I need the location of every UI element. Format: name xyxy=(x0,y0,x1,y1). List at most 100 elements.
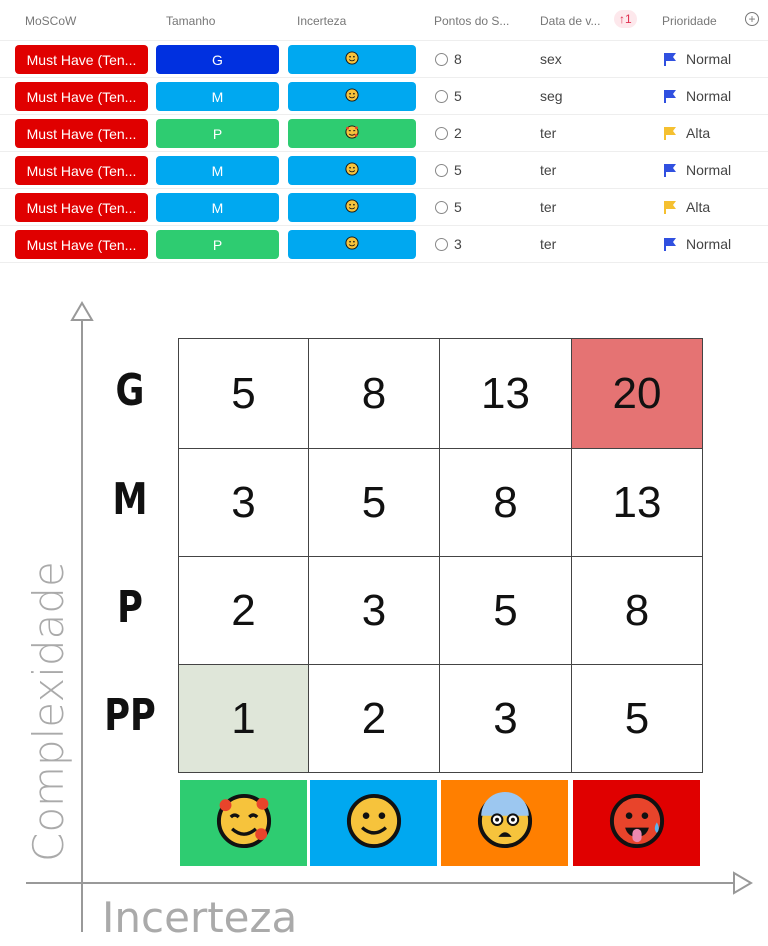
incerteza-tag[interactable] xyxy=(288,230,416,259)
date-value: ter xyxy=(540,236,557,252)
points-icon xyxy=(435,238,448,251)
points-value: 3 xyxy=(454,236,462,252)
matrix-cell: 5 xyxy=(439,556,572,665)
moscow-tag[interactable]: Must Have (Ten... xyxy=(15,45,148,74)
header-prioridade[interactable]: Prioridade xyxy=(662,14,717,28)
table-row[interactable]: Must Have (Ten... G 8 sex Normal xyxy=(0,41,768,78)
complexity-label: PP xyxy=(104,690,156,741)
incerteza-tag[interactable] xyxy=(288,193,416,222)
points-value: 2 xyxy=(454,125,462,141)
incerteza-tag[interactable] xyxy=(288,156,416,185)
points-value: 8 xyxy=(454,51,462,67)
header-divider xyxy=(0,40,768,41)
table-row[interactable]: Must Have (Ten... M 5 seg Normal xyxy=(0,78,768,115)
points-value: 5 xyxy=(454,162,462,178)
slightly-smiling-face-icon xyxy=(341,788,407,859)
smiling-face-with-hearts-icon xyxy=(344,124,360,143)
matrix-cell: 3 xyxy=(178,448,309,557)
date-value: ter xyxy=(540,199,557,215)
flag-icon xyxy=(664,53,676,66)
moscow-tag[interactable]: Must Have (Ten... xyxy=(15,119,148,148)
y-axis-label: Complexidade xyxy=(24,561,73,862)
x-axis-arrow-icon xyxy=(733,871,753,895)
points-value: 5 xyxy=(454,199,462,215)
priority-value[interactable]: Normal xyxy=(686,88,732,104)
uncertainty-level xyxy=(180,780,307,866)
matrix-cell: 13 xyxy=(571,448,703,557)
uncertainty-level xyxy=(441,780,568,866)
table-row[interactable]: Must Have (Ten... M 5 ter Normal xyxy=(0,152,768,189)
complexity-label: M xyxy=(112,474,148,525)
incerteza-tag[interactable] xyxy=(288,119,416,148)
tamanho-tag[interactable]: P xyxy=(156,230,279,259)
incerteza-tag[interactable] xyxy=(288,45,416,74)
matrix-cell: 3 xyxy=(308,556,440,665)
flag-icon xyxy=(664,164,676,177)
slightly-smiling-face-icon xyxy=(344,198,360,217)
y-axis-arrow-icon xyxy=(70,301,94,321)
tamanho-tag[interactable]: M xyxy=(156,193,279,222)
matrix-cell: 1 xyxy=(178,664,309,773)
header-incerteza[interactable]: Incerteza xyxy=(297,14,347,28)
header-data[interactable]: Data de v... xyxy=(540,14,601,28)
flag-icon xyxy=(664,90,676,103)
points-icon xyxy=(435,201,448,214)
uncertainty-level xyxy=(573,780,700,866)
tamanho-tag[interactable]: M xyxy=(156,156,279,185)
date-value: seg xyxy=(540,88,563,104)
points-icon xyxy=(435,90,448,103)
points-icon xyxy=(435,53,448,66)
moscow-tag[interactable]: Must Have (Ten... xyxy=(15,193,148,222)
table-row[interactable]: Must Have (Ten... P 2 ter Alta xyxy=(0,115,768,152)
sort-badge[interactable]: ↑1 xyxy=(614,10,637,28)
matrix-cell: 13 xyxy=(439,338,572,449)
points-icon xyxy=(435,164,448,177)
matrix-cell: 5 xyxy=(571,664,703,773)
date-value: sex xyxy=(540,51,562,67)
moscow-tag[interactable]: Must Have (Ten... xyxy=(15,82,148,111)
plus-circle-icon[interactable]: + xyxy=(745,12,759,26)
smiling-face-with-hearts-icon xyxy=(211,788,277,859)
moscow-tag[interactable]: Must Have (Ten... xyxy=(15,230,148,259)
header-tamanho[interactable]: Tamanho xyxy=(166,14,216,28)
tamanho-tag[interactable]: M xyxy=(156,82,279,111)
header-pontos[interactable]: Pontos do S... xyxy=(434,14,510,28)
table-row[interactable]: Must Have (Ten... M 5 ter Alta xyxy=(0,189,768,226)
matrix-cell: 5 xyxy=(178,338,309,449)
uncertainty-level xyxy=(310,780,437,866)
slightly-smiling-face-icon xyxy=(344,87,360,106)
tamanho-tag[interactable]: G xyxy=(156,45,279,74)
priority-value[interactable]: Alta xyxy=(686,199,711,215)
date-value: ter xyxy=(540,162,557,178)
priority-value[interactable]: Normal xyxy=(686,51,732,67)
flag-icon xyxy=(664,127,676,140)
matrix-cell: 8 xyxy=(308,338,440,449)
flag-icon xyxy=(664,201,676,214)
matrix-cell: 8 xyxy=(571,556,703,665)
x-axis-label: Incerteza xyxy=(102,893,298,942)
incerteza-tag[interactable] xyxy=(288,82,416,111)
tamanho-tag[interactable]: P xyxy=(156,119,279,148)
slightly-smiling-face-icon xyxy=(344,50,360,69)
matrix-cell: 5 xyxy=(308,448,440,557)
matrix-cell: 3 xyxy=(439,664,572,773)
hot-face-icon xyxy=(604,788,670,859)
moscow-tag[interactable]: Must Have (Ten... xyxy=(15,156,148,185)
matrix-cell: 2 xyxy=(308,664,440,773)
complexity-label: G xyxy=(115,365,145,416)
matrix-cell: 20 xyxy=(571,338,703,449)
date-value: ter xyxy=(540,125,557,141)
complexity-label: P xyxy=(117,582,143,633)
flag-icon xyxy=(664,238,676,251)
points-icon xyxy=(435,127,448,140)
header-moscow[interactable]: MoSCoW xyxy=(25,14,77,28)
slightly-smiling-face-icon xyxy=(344,235,360,254)
priority-value[interactable]: Alta xyxy=(686,125,711,141)
matrix-cell: 2 xyxy=(178,556,309,665)
priority-value[interactable]: Normal xyxy=(686,236,732,252)
slightly-smiling-face-icon xyxy=(344,161,360,180)
points-value: 5 xyxy=(454,88,462,104)
table-row[interactable]: Must Have (Ten... P 3 ter Normal xyxy=(0,226,768,263)
priority-value[interactable]: Normal xyxy=(686,162,732,178)
